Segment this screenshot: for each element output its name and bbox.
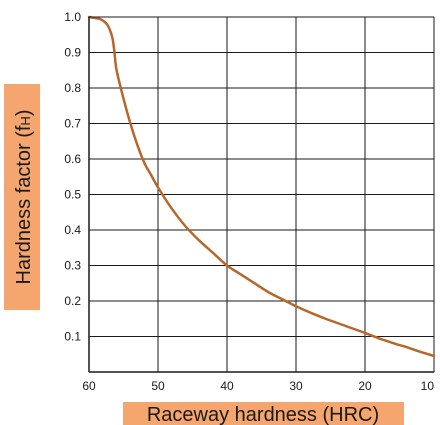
x-tick-label: 10: [421, 379, 435, 393]
grid: [88, 16, 435, 372]
y-axis-title-background: [4, 84, 40, 310]
x-tick-label: 40: [220, 379, 234, 393]
x-tick-label: 50: [151, 379, 165, 393]
x-axis-title-background: [123, 402, 404, 425]
y-axis-title-subscript: H: [18, 116, 33, 125]
x-axis-title: Raceway hardness (HRC): [147, 404, 379, 425]
y-axis-title-main: Hardness factor (f: [13, 125, 35, 284]
y-tick-label: 0.7: [64, 117, 81, 131]
y-axis-title: Hardness factor (fH): [13, 109, 35, 284]
y-axis-title-suffix: ): [13, 109, 35, 116]
y-tick-label: 0.1: [64, 330, 81, 344]
y-tick-label: 0.8: [64, 81, 81, 95]
hardness-factor-curve: [87, 15, 436, 358]
y-tick-label: 0.5: [64, 188, 81, 202]
y-tick-label: 0.3: [64, 259, 81, 273]
y-tick-label: 1.0: [64, 10, 81, 24]
y-tick-label: 0.2: [64, 294, 81, 308]
y-tick-label: 0.9: [64, 46, 81, 60]
x-tick-label: 60: [82, 379, 96, 393]
tick-labels: 0.1 0.2 0.3 0.4 0.5 0.6 0.7 0.8 0.9 1.0 60 50 40 30 20…: [64, 10, 434, 393]
y-tick-label: 0.4: [64, 223, 81, 237]
curve-layer: [87, 15, 436, 358]
y-tick-label: 0.6: [64, 152, 81, 166]
plot-frame: [88, 16, 434, 373]
x-tick-label: 20: [358, 379, 372, 393]
x-tick-label: 30: [289, 379, 303, 393]
